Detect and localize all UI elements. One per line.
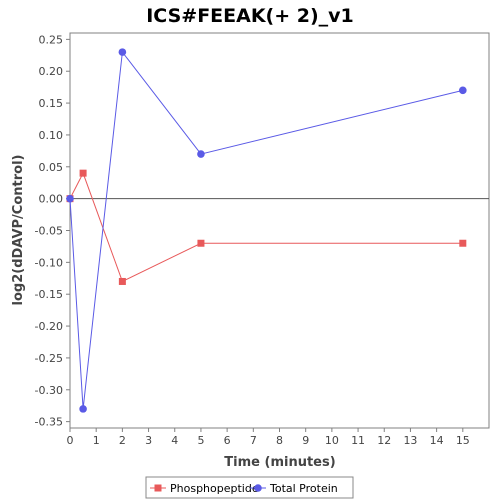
y-tick-label: -0.10 <box>35 256 63 269</box>
x-tick-label: 4 <box>171 434 178 447</box>
y-tick-label: 0.20 <box>39 65 64 78</box>
x-tick-label: 10 <box>325 434 339 447</box>
x-tick-label: 3 <box>145 434 152 447</box>
y-tick-label: 0.00 <box>39 193 64 206</box>
y-tick-label: 0.25 <box>39 33 64 46</box>
y-tick-label: -0.35 <box>35 416 63 429</box>
x-axis-label: Time (minutes) <box>224 455 335 470</box>
y-tick-label: 0.05 <box>39 161 64 174</box>
plot-area <box>69 32 490 429</box>
x-tick-label: 2 <box>119 434 126 447</box>
x-tick-label: 0 <box>67 434 74 447</box>
data-point <box>66 194 74 203</box>
x-tick-label: 6 <box>224 434 231 447</box>
x-tick-label: 9 <box>302 434 309 447</box>
y-axis: -0.35 -0.30 -0.25 -0.20 -0.15 -0.10 -0.05 0.00 0… <box>35 33 70 429</box>
legend-label: Phosphopeptide <box>170 482 259 495</box>
y-tick-label: 0.10 <box>39 129 64 142</box>
y-tick-label: 0.15 <box>39 97 64 110</box>
legend-box <box>145 476 354 499</box>
data-point <box>197 239 205 247</box>
x-tick-label: 12 <box>377 434 391 447</box>
x-axis: 0 1 2 3 4 5 6 7 8 9 10 11 12 13 14 15 <box>67 428 470 447</box>
y-tick-label: -0.20 <box>35 320 63 333</box>
data-point <box>118 277 126 285</box>
legend-item: Total Protein <box>250 482 338 495</box>
data-point <box>118 48 127 56</box>
y-tick-label: -0.25 <box>35 352 63 365</box>
data-point <box>459 86 467 95</box>
x-tick-label: 8 <box>276 434 283 447</box>
x-tick-label: 15 <box>456 434 470 447</box>
x-tick-label: 1 <box>93 434 100 447</box>
data-point <box>79 405 87 413</box>
legend-label: Total Protein <box>269 482 338 495</box>
x-tick-label: 13 <box>403 434 417 447</box>
legend-item: Phosphopeptide <box>150 482 259 495</box>
legend: Phosphopeptide Total Protein <box>145 476 354 499</box>
x-tick-label: 5 <box>197 434 204 447</box>
chart-title: ICS#FEEAK(+ 2)_v1 <box>146 5 354 27</box>
x-tick-label: 7 <box>250 434 257 447</box>
data-point <box>79 169 87 177</box>
series-total-protein <box>66 48 467 413</box>
data-point <box>459 239 467 247</box>
y-tick-label: -0.30 <box>35 384 63 397</box>
series-layer <box>66 48 467 413</box>
x-tick-label: 11 <box>351 434 365 447</box>
legend-marker <box>254 484 262 492</box>
y-tick-label: -0.05 <box>35 225 63 238</box>
data-point <box>197 150 205 158</box>
legend-marker <box>154 484 162 492</box>
y-axis-label: log2(dDAVP/Control) <box>11 155 26 306</box>
y-tick-label: -0.15 <box>35 288 63 301</box>
x-tick-label: 14 <box>430 434 444 447</box>
